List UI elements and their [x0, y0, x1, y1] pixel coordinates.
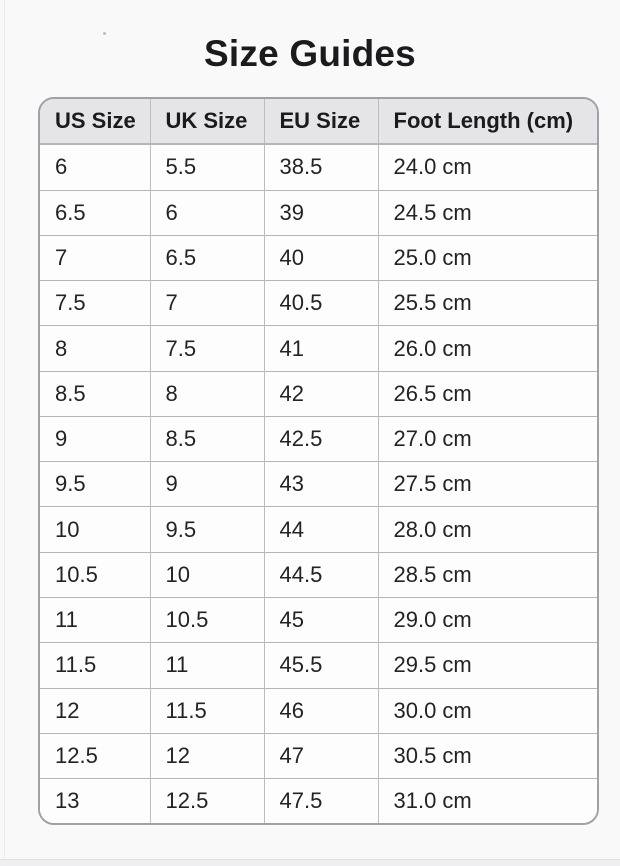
table-header-row: US Size UK Size EU Size Foot Length (cm) — [40, 99, 597, 145]
table-row: 9 8.5 42.5 27.0 cm — [40, 415, 597, 462]
table-cell: 6 — [40, 144, 150, 191]
table-cell: 25.0 cm — [377, 234, 597, 281]
table-cell: 25.5 cm — [377, 280, 597, 326]
table-cell: 9.5 — [40, 461, 150, 507]
table-cell: 11 — [40, 596, 150, 643]
table-cell: 7 — [40, 234, 150, 281]
table-row: 7 6.5 40 25.0 cm — [40, 234, 597, 281]
size-guide-table: US Size UK Size EU Size Foot Length (cm)… — [38, 97, 599, 825]
table-cell: 45 — [263, 596, 378, 643]
table-cell: 12.5 — [40, 732, 150, 779]
table-row: 11.5 11 45.5 29.5 cm — [40, 642, 597, 689]
table-cell: 30.5 cm — [377, 732, 597, 779]
table-cell: 9 — [40, 415, 150, 462]
table-cell: 5.5 — [149, 144, 264, 191]
table-cell: 38.5 — [263, 144, 378, 191]
table-cell: 12 — [149, 732, 264, 779]
table-cell: 44 — [263, 506, 378, 553]
table-cell: 24.5 cm — [377, 189, 597, 236]
table-cell: 26.5 cm — [377, 370, 597, 417]
table-cell: 6.5 — [40, 189, 150, 236]
table-cell: 31.0 cm — [377, 778, 597, 823]
table-row: 10 9.5 44 28.0 cm — [40, 506, 597, 553]
page-title: Size Guides — [204, 33, 416, 74]
table-cell: 10.5 — [40, 551, 150, 598]
table-cell: 13 — [40, 778, 150, 823]
table-cell: 41 — [263, 325, 378, 372]
table-cell: 43 — [263, 461, 378, 507]
table-cell: 26.0 cm — [377, 325, 597, 372]
table-row: 11 10.5 45 29.0 cm — [40, 596, 597, 643]
table-cell: 7.5 — [149, 325, 264, 372]
column-header-foot-length: Foot Length (cm) — [377, 99, 597, 145]
table-cell: 11 — [149, 642, 264, 689]
table-row: 8 7.5 41 26.0 cm — [40, 325, 597, 372]
size-conversion-table: US Size UK Size EU Size Foot Length (cm)… — [40, 99, 597, 823]
table-cell: 12 — [40, 687, 150, 734]
table-cell: 44.5 — [263, 551, 378, 598]
table-cell: 8.5 — [40, 370, 150, 417]
table-row: 8.5 8 42 26.5 cm — [40, 370, 597, 417]
table-cell: 9 — [149, 461, 264, 507]
table-cell: 29.0 cm — [377, 596, 597, 643]
bottom-edge-artifact — [0, 859, 620, 866]
table-cell: 7.5 — [40, 280, 150, 326]
table-cell: 28.5 cm — [377, 551, 597, 598]
table-cell: 8.5 — [149, 415, 264, 462]
table-cell: 39 — [263, 189, 378, 236]
table-cell: 42.5 — [263, 415, 378, 462]
table-cell: 27.0 cm — [377, 415, 597, 462]
table-row: 6.5 6 39 24.5 cm — [40, 189, 597, 236]
table-cell: 10 — [40, 506, 150, 553]
table-row: 6 5.5 38.5 24.0 cm — [40, 144, 597, 191]
table-cell: 30.0 cm — [377, 687, 597, 734]
column-header-eu-size: EU Size — [263, 99, 378, 145]
table-cell: 12.5 — [149, 778, 264, 823]
left-edge-artifact — [4, 0, 5, 866]
table-row: 9.5 9 43 27.5 cm — [40, 461, 597, 507]
table-cell: 40 — [263, 234, 378, 281]
table-cell: 47 — [263, 732, 378, 779]
table-cell: 11.5 — [40, 642, 150, 689]
table-cell: 27.5 cm — [377, 461, 597, 507]
table-cell: 8 — [40, 325, 150, 372]
table-cell: 24.0 cm — [377, 144, 597, 191]
table-cell: 10.5 — [149, 596, 264, 643]
table-cell: 10 — [149, 551, 264, 598]
table-cell: 9.5 — [149, 506, 264, 553]
table-cell: 8 — [149, 370, 264, 417]
table-row: 12 11.5 46 30.0 cm — [40, 687, 597, 734]
table-cell: 42 — [263, 370, 378, 417]
table-cell: 45.5 — [263, 642, 378, 689]
table-cell: 40.5 — [263, 280, 378, 326]
table-cell: 28.0 cm — [377, 506, 597, 553]
table-cell: 6.5 — [149, 234, 264, 281]
table-cell: 11.5 — [149, 687, 264, 734]
table-row: 12.5 12 47 30.5 cm — [40, 732, 597, 779]
table-cell: 29.5 cm — [377, 642, 597, 689]
column-header-us-size: US Size — [40, 99, 150, 145]
dust-speck-artifact — [103, 32, 106, 35]
table-row: 10.5 10 44.5 28.5 cm — [40, 551, 597, 598]
size-table-body: 6 5.5 38.5 24.0 cm 6.5 6 39 24.5 cm 7 6.5 40 25.0 c… — [40, 144, 597, 823]
table-cell: 47.5 — [263, 778, 378, 823]
table-cell: 6 — [149, 189, 264, 236]
table-cell: 7 — [149, 280, 264, 326]
table-cell: 46 — [263, 687, 378, 734]
table-row: 13 12.5 47.5 31.0 cm — [40, 778, 597, 823]
table-row: 7.5 7 40.5 25.5 cm — [40, 280, 597, 326]
column-header-uk-size: UK Size — [149, 99, 264, 145]
